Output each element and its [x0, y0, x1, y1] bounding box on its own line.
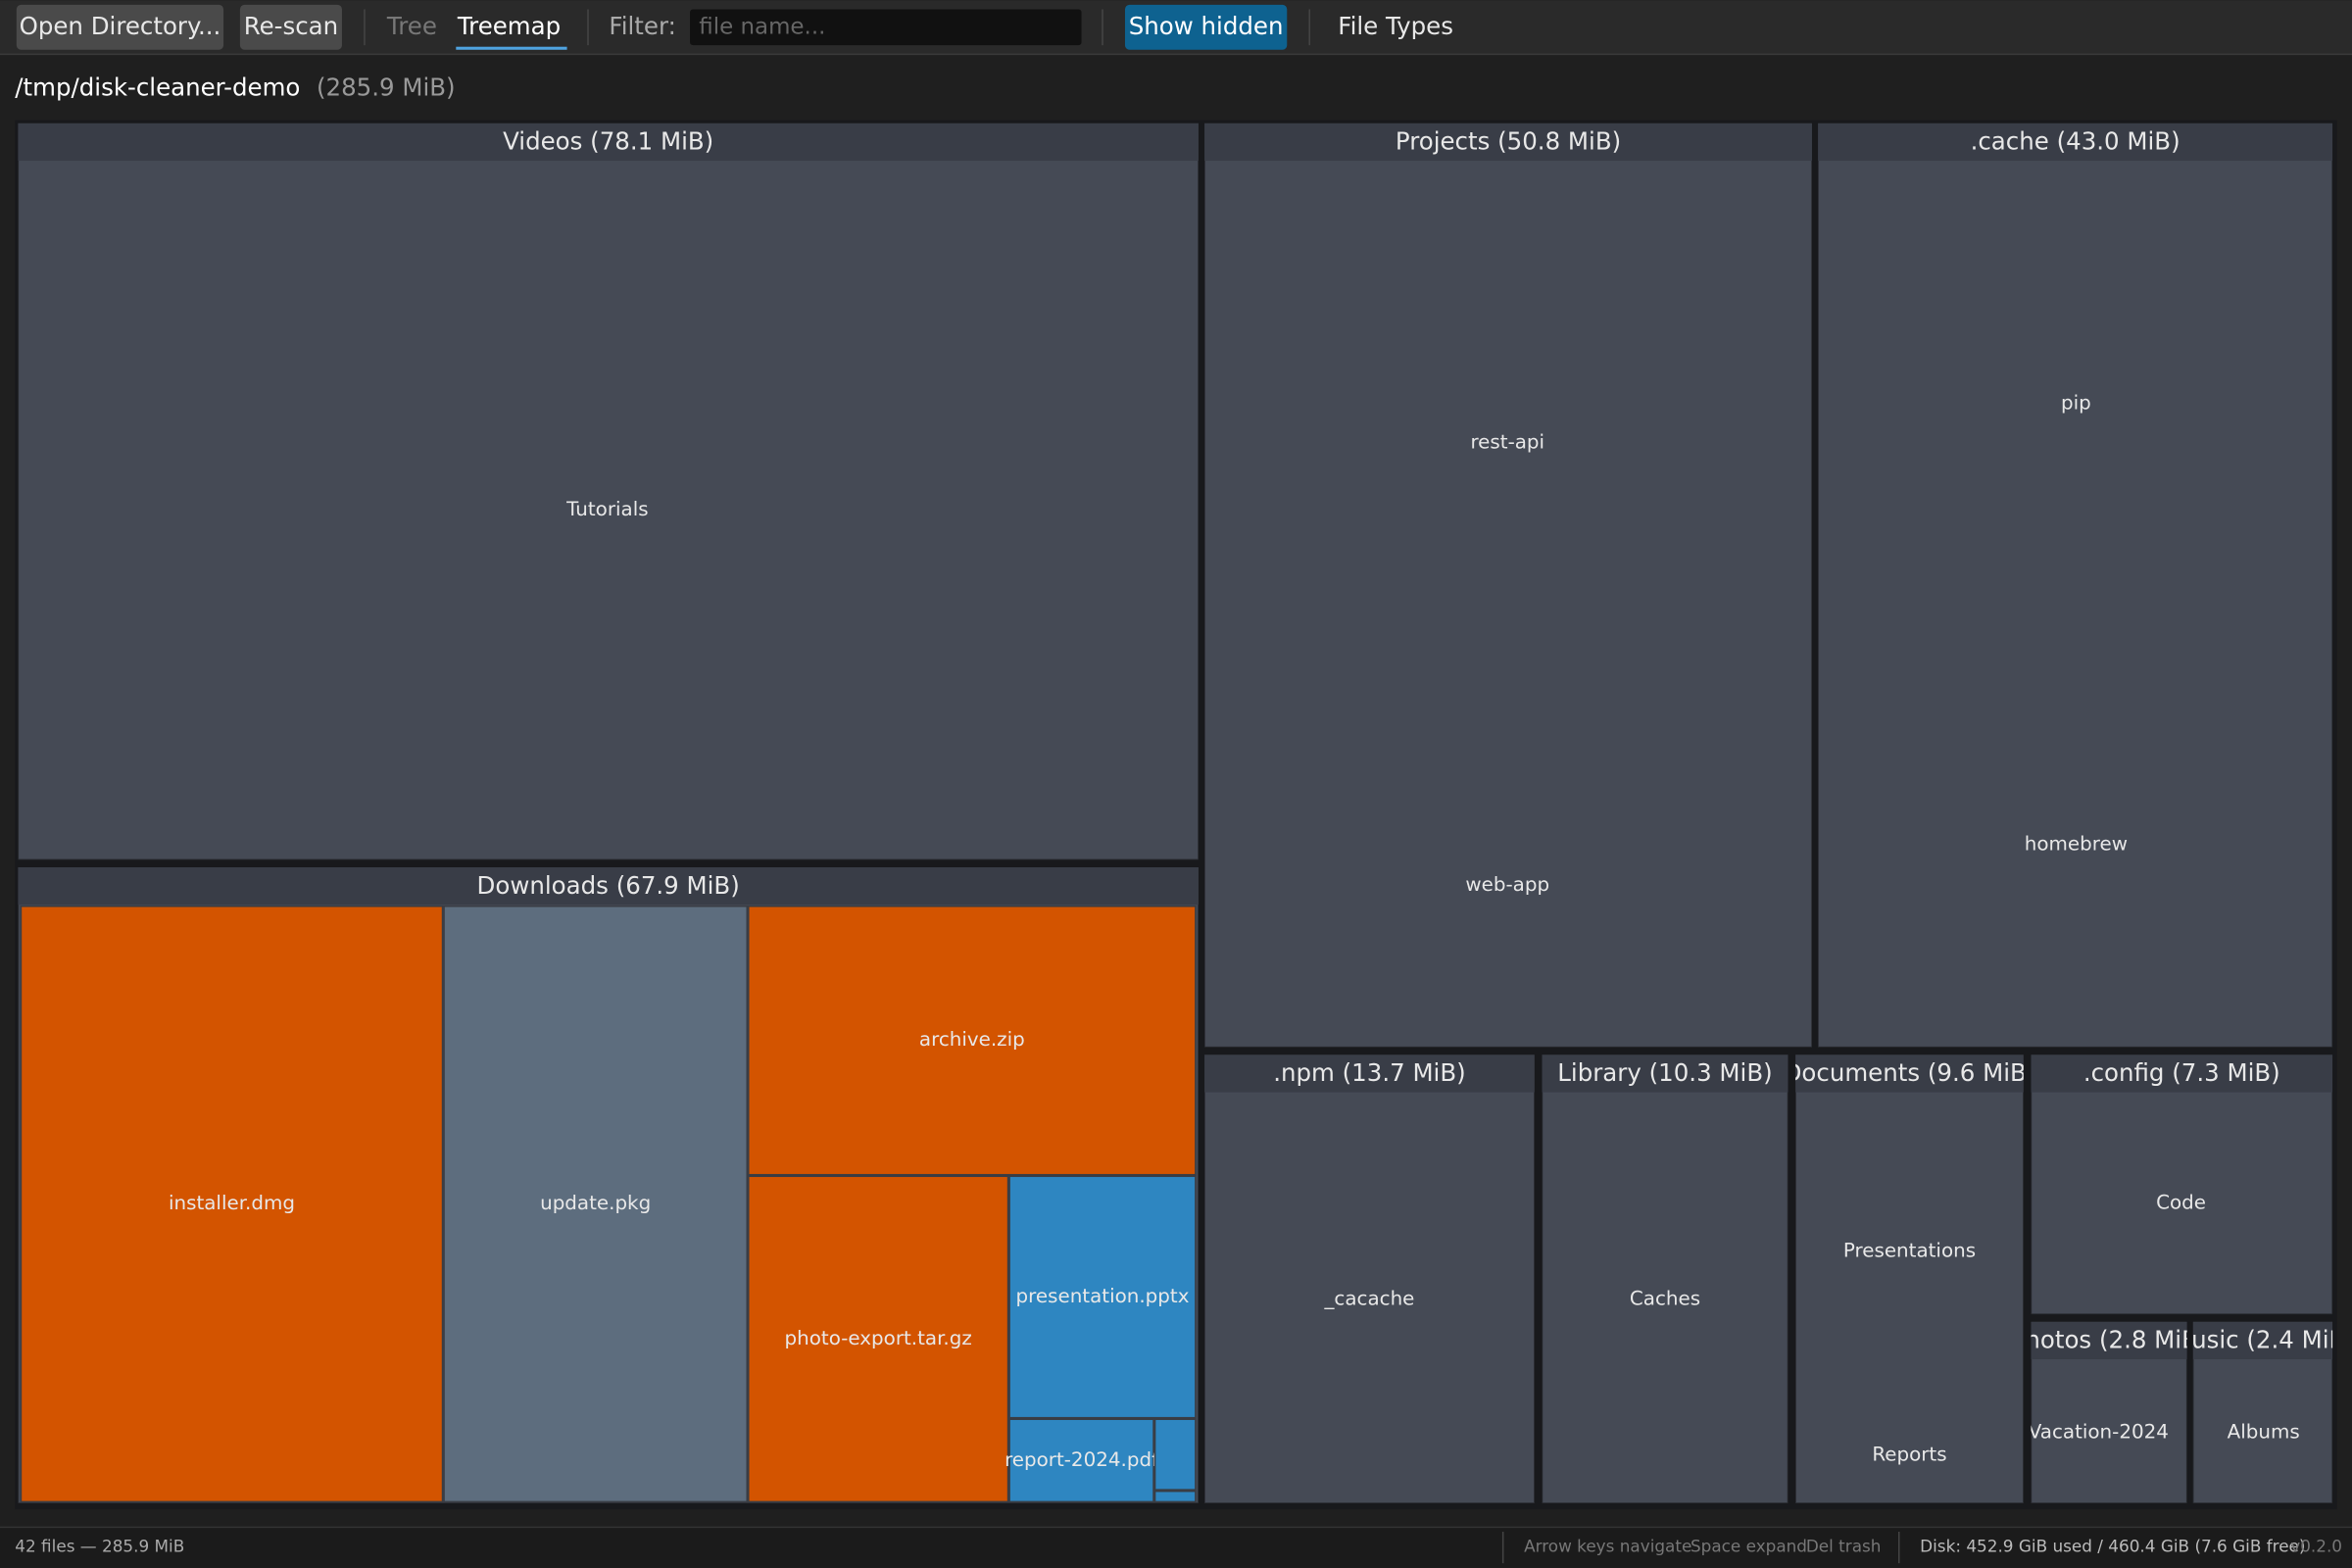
child-label[interactable]: Presentations: [1843, 1239, 1976, 1261]
show-hidden-button[interactable]: [1124, 4, 1288, 50]
directory-header[interactable]: [2031, 1321, 2187, 1359]
file-cell[interactable]: [1153, 1418, 1197, 1491]
show-hidden-label[interactable]: Show hidden: [1129, 12, 1284, 40]
child-label[interactable]: _cacache: [1323, 1287, 1414, 1309]
directory-label[interactable]: .config (7.3 MiB): [2083, 1058, 2280, 1087]
treemap-tab[interactable]: Treemap: [457, 12, 561, 40]
file-label[interactable]: presentation.pptx: [1016, 1285, 1190, 1307]
file-label[interactable]: report-2024.pdf: [1004, 1448, 1159, 1471]
file-label[interactable]: update.pkg: [540, 1192, 651, 1214]
tree-tab[interactable]: Tree: [386, 12, 437, 40]
directory-label[interactable]: Videos (78.1 MiB): [503, 127, 713, 156]
directory-body[interactable]: [1818, 122, 2333, 1048]
file-label[interactable]: archive.zip: [919, 1028, 1025, 1051]
directory-header[interactable]: [1542, 1054, 1788, 1093]
file-cell[interactable]: [748, 905, 1197, 1176]
child-label[interactable]: Tutorials: [565, 498, 648, 520]
directory-label[interactable]: .npm (13.7 MiB): [1273, 1058, 1465, 1087]
disk-usage: Disk: 452.9 GiB used / 460.4 GiB (7.6 Gi…: [1920, 1536, 2305, 1555]
directory-label[interactable]: Documents (9.6 MiB): [1784, 1058, 2036, 1087]
directory-body[interactable]: [1795, 1054, 2024, 1503]
filter-label: Filter:: [609, 12, 675, 40]
child-label[interactable]: pip: [2061, 391, 2091, 414]
filter-placeholder[interactable]: file name...: [699, 14, 825, 39]
open-directory-button[interactable]: [16, 4, 224, 50]
directory-label[interactable]: Library (10.3 MiB): [1557, 1058, 1772, 1087]
filter-input[interactable]: [690, 9, 1082, 46]
directory-header[interactable]: [1204, 122, 1812, 162]
child-label[interactable]: web-app: [1465, 873, 1549, 896]
file-types-button[interactable]: File Types: [1338, 12, 1453, 40]
directory[interactable]: Documents (9.6 MiB) Presentations Reports: [1784, 1054, 2036, 1503]
directory-label[interactable]: Music (2.4 MiB): [2171, 1326, 2352, 1354]
location-path: /tmp/disk-cleaner-demo: [15, 74, 300, 102]
directory[interactable]: Music (2.4 MiB) Albums: [2171, 1321, 2352, 1503]
directory-body[interactable]: [18, 122, 1199, 860]
directory-label[interactable]: Photos (2.8 MiB): [2011, 1326, 2208, 1354]
file-cell[interactable]: [20, 905, 444, 1503]
directory-header[interactable]: [2031, 1054, 2333, 1093]
child-label[interactable]: Code: [2156, 1191, 2206, 1213]
directory[interactable]: .cache (43.0 MiB) pip homebrew: [1818, 122, 2333, 1048]
directory-header[interactable]: [2192, 1321, 2333, 1359]
directory-header[interactable]: [18, 866, 1199, 906]
child-label[interactable]: Vacation-2024: [2029, 1420, 2169, 1443]
file-cell[interactable]: [1008, 1418, 1154, 1503]
directory-body[interactable]: [1542, 1054, 1788, 1503]
directory-body[interactable]: [1204, 122, 1812, 1048]
child-label[interactable]: Reports: [1872, 1443, 1946, 1465]
child-label[interactable]: Albums: [2228, 1420, 2300, 1443]
hint: Space expand: [1690, 1536, 1807, 1555]
directory-label[interactable]: Downloads (67.9 MiB): [477, 871, 740, 900]
directory-body[interactable]: [1204, 1054, 1535, 1503]
directory[interactable]: .config (7.3 MiB) Code: [2031, 1054, 2333, 1315]
file-cell[interactable]: [443, 905, 749, 1503]
directory-header[interactable]: [1204, 1054, 1535, 1093]
hint: Del trash: [1806, 1536, 1882, 1555]
directory-label[interactable]: .cache (43.0 MiB): [1971, 127, 2180, 156]
directory-body[interactable]: [2031, 1054, 2333, 1315]
child-label[interactable]: Caches: [1630, 1287, 1700, 1309]
file-cell[interactable]: [1153, 1490, 1197, 1503]
directory[interactable]: Library (10.3 MiB) Caches: [1542, 1054, 1788, 1503]
status-bar: [0, 1527, 2352, 1568]
directory-label[interactable]: Projects (50.8 MiB): [1396, 127, 1621, 156]
directory[interactable]: Photos (2.8 MiB) Vacation-2024: [2011, 1321, 2208, 1503]
status-summary: 42 files — 285.9 MiB: [15, 1536, 184, 1555]
file-cell[interactable]: [1008, 1175, 1197, 1419]
location-size: (285.9 MiB): [317, 74, 456, 102]
directory[interactable]: Videos (78.1 MiB) Tutorials: [18, 122, 1199, 860]
directory-header[interactable]: [1795, 1054, 2024, 1093]
rescan-button[interactable]: [239, 4, 342, 50]
version: v0.2.0: [2290, 1536, 2342, 1555]
directory[interactable]: Projects (50.8 MiB) rest-api web-app: [1204, 122, 1812, 1048]
treemap: Videos (78.1 MiB) Tutorials Downloads (67.…: [18, 122, 2352, 1503]
directory-header[interactable]: [1818, 122, 2333, 162]
hint: Arrow keys navigate: [1524, 1536, 1691, 1555]
tab-underline: [456, 46, 567, 50]
file-label[interactable]: photo-export.tar.gz: [785, 1327, 972, 1349]
rescan-label[interactable]: Re-scan: [244, 12, 338, 40]
open-directory-label[interactable]: Open Directory...: [20, 12, 221, 40]
child-label[interactable]: homebrew: [2025, 832, 2128, 855]
directory-header[interactable]: [18, 122, 1199, 162]
directory[interactable]: .npm (13.7 MiB) _cacache: [1204, 1054, 1535, 1503]
child-label[interactable]: rest-api: [1470, 430, 1544, 453]
file-cell[interactable]: [748, 1175, 1009, 1503]
file-label[interactable]: installer.dmg: [169, 1192, 295, 1214]
directory[interactable]: Downloads (67.9 MiB) installer.dmg update.…: [18, 866, 1199, 1503]
